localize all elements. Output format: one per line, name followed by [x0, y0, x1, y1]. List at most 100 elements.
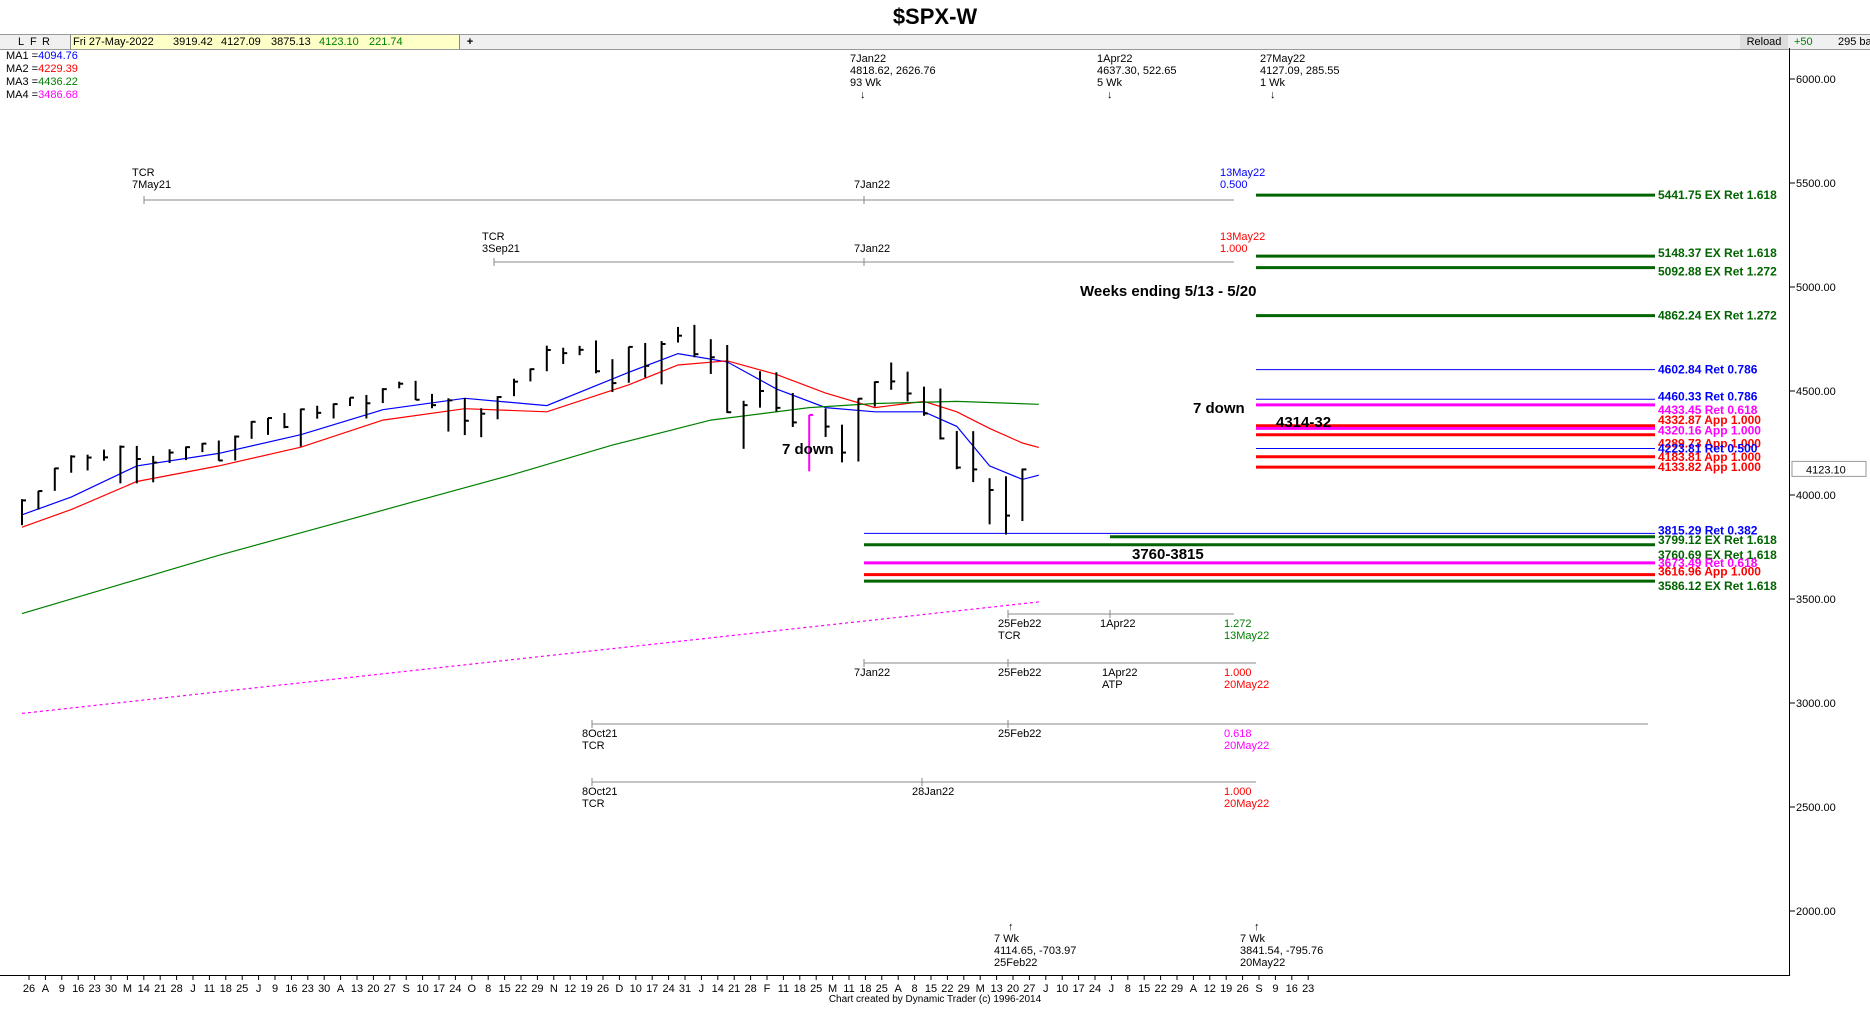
ruler-mid-label: 7Jan22 — [854, 179, 890, 191]
x-tick-label: 24 — [449, 983, 461, 995]
x-tick-label: 22 — [941, 983, 953, 995]
ruler-mid-label: 1Apr22 — [1100, 618, 1135, 630]
x-tick-label: 27 — [384, 983, 396, 995]
level-label: 3799.12 EX Ret 1.618 — [1658, 533, 1777, 547]
top-marker-text: 5 Wk — [1097, 77, 1123, 89]
ruler-left-label: TCR — [582, 798, 605, 810]
x-tick-label: 26 — [597, 983, 609, 995]
x-tick-label: 17 — [433, 983, 445, 995]
y-tick-label: 4500.00 — [1796, 386, 1836, 398]
x-tick-label: 16 — [1286, 983, 1298, 995]
x-tick-label: D — [615, 983, 623, 995]
x-tick-label: 18 — [220, 983, 232, 995]
ma2-line — [21, 360, 1039, 528]
ruler-right-label: 1.272 — [1224, 618, 1252, 630]
x-tick-label: 23 — [88, 983, 100, 995]
ohlc-bar — [742, 400, 748, 449]
ruler-left-label: 8Oct21 — [582, 786, 617, 798]
ohlc-bar — [168, 449, 174, 463]
f-button[interactable]: F — [30, 36, 37, 48]
ohlc-bar — [332, 403, 338, 419]
x-tick-label: 19 — [1220, 983, 1232, 995]
ruler-right-label: 13May22 — [1220, 231, 1265, 243]
add-button[interactable]: + — [466, 36, 474, 48]
ohlc-bar — [70, 455, 76, 473]
x-tick-label: N — [550, 983, 558, 995]
x-tick-label: 20 — [367, 983, 379, 995]
x-tick-label: 22 — [1154, 983, 1166, 995]
ohlc-bar — [349, 396, 354, 406]
top-marker-text: 4127.09, 285.55 — [1260, 65, 1340, 77]
ruler-left-label: 3Sep21 — [482, 243, 520, 255]
quote-close: 4123.10 — [319, 36, 359, 48]
ruler-right-label: 0.500 — [1220, 179, 1248, 191]
ohlc-bar — [726, 345, 732, 414]
bars-count: 295 bars — [1838, 36, 1870, 48]
ohlc-bar — [365, 394, 371, 419]
x-tick-label: 10 — [416, 983, 428, 995]
x-tick-label: A — [1190, 983, 1198, 995]
ohlc-bar — [611, 359, 617, 393]
ohlc-bar — [496, 396, 502, 420]
toolbar: L F R Fri 27-May-2022 3919.42 4127.09 38… — [0, 34, 1870, 50]
x-tick-label: 25 — [236, 983, 248, 995]
x-tick-label: 18 — [859, 983, 871, 995]
x-tick-label: 30 — [318, 983, 330, 995]
x-tick-label: O — [468, 983, 477, 995]
ruler-left-label: 8Oct21 — [582, 728, 617, 740]
x-tick-label: 15 — [498, 983, 510, 995]
r-button[interactable]: R — [42, 36, 50, 48]
level-label: 3815.29 Ret 0.382 — [1658, 523, 1758, 537]
ohlc-bar — [955, 430, 961, 470]
x-tick-label: 15 — [1138, 983, 1150, 995]
ruler-right-label: 20May22 — [1224, 679, 1269, 691]
ma4-line — [21, 601, 1039, 714]
ruler-right-label: 0.618 — [1224, 728, 1252, 740]
ohlc-bar — [21, 499, 26, 526]
l-button[interactable]: L — [18, 36, 25, 48]
quote-open: 3919.42 — [173, 36, 213, 48]
ruler-right-label: 13May22 — [1224, 630, 1269, 642]
ohlc-bar — [201, 442, 207, 453]
reload-button[interactable]: Reload — [1740, 35, 1788, 49]
y-tick-label: 2000.00 — [1796, 906, 1836, 918]
ohlc-bar — [939, 388, 945, 440]
ohlc-bar — [677, 326, 682, 343]
x-tick-label: 25 — [810, 983, 822, 995]
x-tick-label: 9 — [59, 983, 65, 995]
level-label: 3586.12 EX Ret 1.618 — [1658, 579, 1777, 593]
ohlc-bar — [86, 454, 92, 471]
ohlc-bar — [185, 446, 190, 461]
ruler-left-label: 7May21 — [132, 179, 171, 191]
bottom-marker-text: 4114.65, -703.97 — [994, 945, 1076, 957]
ohlc-bar — [119, 445, 125, 484]
x-tick-label: 25 — [876, 983, 888, 995]
x-tick-label: 26 — [1236, 983, 1248, 995]
x-tick-label: 13 — [990, 983, 1002, 995]
ruler-left-label: 25Feb22 — [998, 618, 1041, 630]
x-tick-label: 10 — [1056, 983, 1068, 995]
ohlc-bar — [299, 408, 305, 447]
x-tick-label: 29 — [531, 983, 543, 995]
x-tick-label: 24 — [662, 983, 674, 995]
x-tick-label: F — [764, 983, 771, 995]
bottom-marker-text: 3841.54, -795.76 — [1240, 945, 1323, 957]
ruler-mid2-label: ATP — [1102, 679, 1123, 691]
x-tick-label: 8 — [1125, 983, 1131, 995]
x-tick-label: 28 — [170, 983, 182, 995]
level-label: 4460.33 Ret 0.786 — [1658, 389, 1758, 403]
ohlc-bar — [234, 435, 240, 461]
ma3-legend: MA3 =4436.22 — [6, 76, 78, 88]
bottom-marker-text: 7 Wk — [1240, 933, 1266, 945]
chart-title: $SPX-W — [892, 4, 978, 29]
y-tick-label: 5500.00 — [1796, 178, 1836, 190]
ohlc-bar — [217, 440, 223, 462]
ohlc-bar — [857, 397, 863, 462]
x-tick-label: M — [123, 983, 132, 995]
ohlc-bar — [824, 408, 830, 437]
zoom-label[interactable]: +50 — [1794, 36, 1813, 48]
level-label: 4223.81 Ret 0.500 — [1658, 441, 1758, 455]
ohlc-bar — [480, 408, 486, 438]
ohlc-bar — [972, 431, 978, 483]
quote-high: 4127.09 — [221, 36, 261, 48]
